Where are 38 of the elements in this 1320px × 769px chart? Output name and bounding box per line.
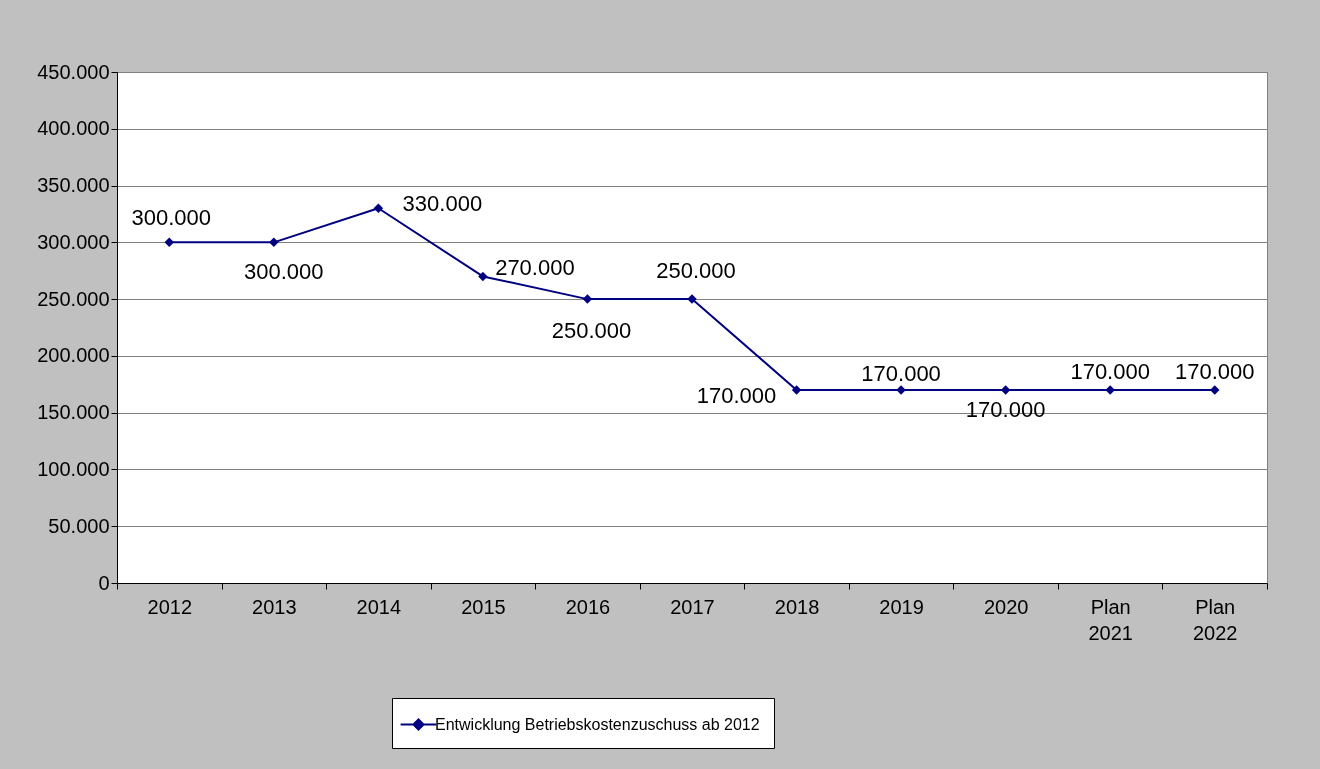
x-tick-label: 2016	[565, 595, 611, 618]
point	[478, 271, 488, 282]
y-tick-label: 400.000	[37, 117, 110, 140]
point	[791, 385, 802, 395]
y-tick-label: 350.000	[37, 174, 110, 197]
data-label: 250.000	[551, 318, 632, 344]
data-label: 250.000	[656, 258, 736, 284]
data-label: 330.000	[402, 191, 483, 217]
y-tick-label: 200.000	[37, 344, 110, 367]
y-tick-label: 0	[98, 571, 110, 594]
x-tick-label: Plan 2021	[1088, 595, 1133, 644]
data-label: 170.000	[965, 396, 1046, 422]
x-tick-label: 2013	[252, 595, 297, 618]
y-tick-label: 250.000	[37, 287, 110, 310]
y-tick-label: 50.000	[48, 514, 110, 537]
data-label: 170.000	[696, 382, 777, 408]
x-tick-label: 2020	[983, 595, 1029, 618]
point	[164, 237, 175, 248]
point	[269, 237, 279, 248]
x-tick-label: 2018	[774, 595, 820, 618]
data-label: 300.000	[131, 205, 212, 231]
x-tick-label: 2019	[879, 595, 924, 618]
x-tick-label: 2012	[147, 595, 193, 618]
data-label: 170.000	[1174, 358, 1255, 384]
x-tick-label: 2015	[461, 595, 506, 618]
legend-label: Entwicklung Betriebskostenzuschuss ab 2012	[435, 715, 760, 733]
data-label: 170.000	[861, 360, 941, 386]
y-tick-label: 300.000	[37, 230, 110, 253]
point	[373, 203, 384, 214]
x-tick-label: Plan 2022	[1192, 595, 1238, 644]
data-label: 270.000	[495, 255, 575, 281]
data-label: 170.000	[1070, 358, 1150, 384]
x-tick-label: 2014	[356, 595, 402, 618]
y-tick-label: 100.000	[37, 457, 110, 480]
data-label: 300.000	[244, 259, 324, 285]
y-tick-label: 450.000	[37, 60, 110, 83]
y-tick-label: 150.000	[37, 401, 110, 424]
x-tick-label: 2017	[670, 595, 715, 618]
